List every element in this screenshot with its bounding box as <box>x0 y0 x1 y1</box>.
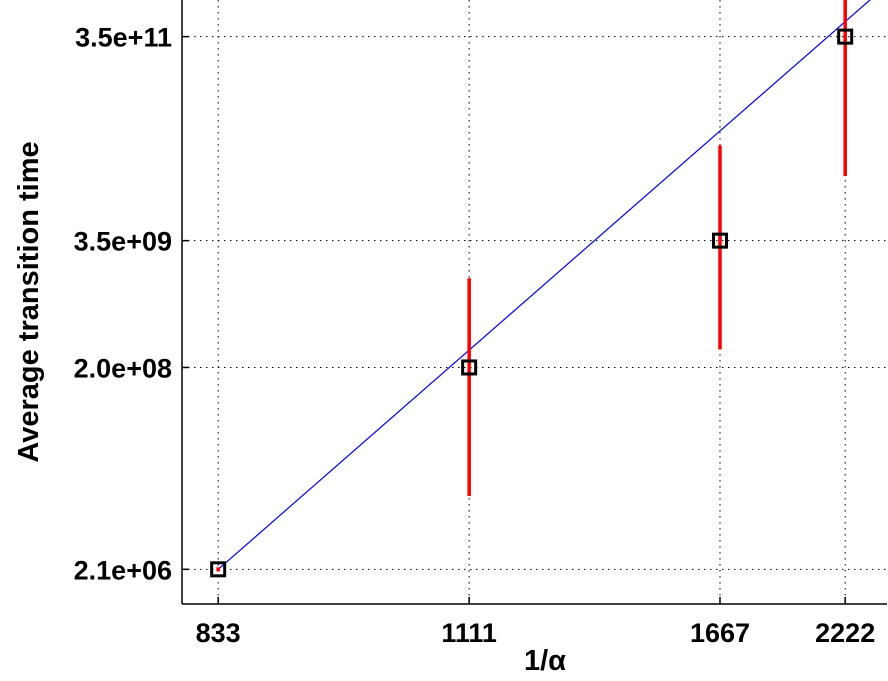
fit-line <box>217 0 871 570</box>
fit-line-layer <box>217 0 871 570</box>
x-tick-labels: 833 1111 1667 2222 <box>196 618 876 648</box>
y-tick-label-0: 2.1e+06 <box>74 555 172 585</box>
y-axis-label: Average transition time <box>13 141 45 462</box>
x-tick-label-0: 833 <box>196 618 241 648</box>
y-tick-label-3: 3.5e+11 <box>75 23 172 53</box>
y-tick-label-2: 3.5e+09 <box>74 227 172 257</box>
x-tick-label-2: 1667 <box>690 618 750 648</box>
data-point-marker-0 <box>210 561 227 578</box>
data-point-marker-3 <box>837 28 854 45</box>
axes <box>181 0 887 605</box>
y-tick-label-1: 2.0e+08 <box>74 353 172 383</box>
x-tick-label-1: 1111 <box>441 618 497 648</box>
grid <box>182 0 887 604</box>
data-point-marker-2 <box>711 232 728 249</box>
data-point-marker-1 <box>461 359 478 376</box>
error-bar-layer <box>216 0 847 572</box>
marker-layer <box>210 28 854 578</box>
y-tick-labels: 2.1e+06 2.0e+08 3.5e+09 3.5e+11 <box>74 23 172 586</box>
x-axis-label: 1/α <box>524 645 566 677</box>
x-tick-label-3: 2222 <box>815 618 875 648</box>
